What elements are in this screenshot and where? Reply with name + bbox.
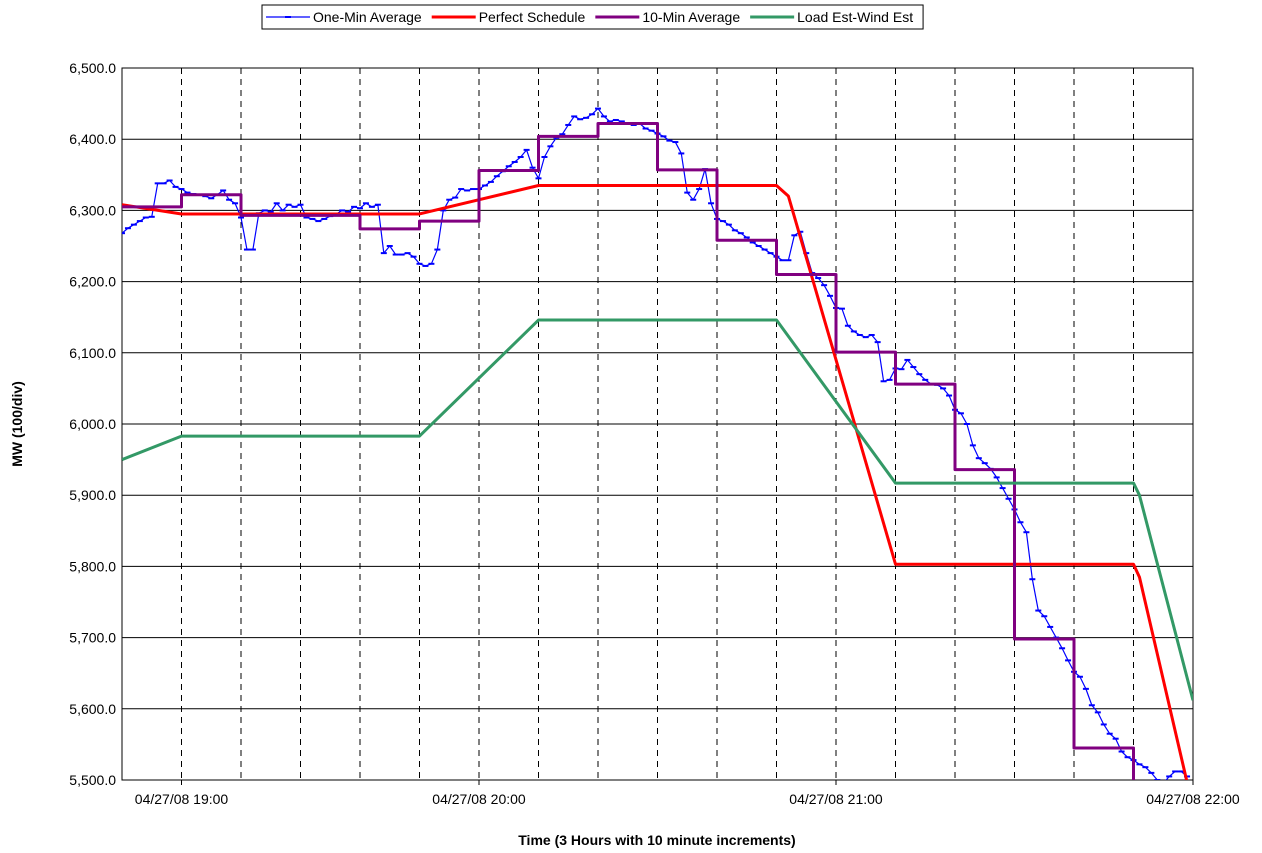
- y-tick-label: 6,500.0: [69, 60, 116, 76]
- y-tick-label: 5,600.0: [69, 701, 116, 717]
- legend-label: 10-Min Average: [642, 9, 740, 25]
- y-axis-label: MW (100/div): [9, 381, 25, 467]
- series-line: [122, 318, 1193, 701]
- y-tick-label: 6,300.0: [69, 202, 116, 218]
- y-tick-label: 5,500.0: [69, 772, 116, 788]
- x-tick-label: 04/27/08 20:00: [432, 791, 526, 807]
- plot-border: [121, 67, 1194, 781]
- x-tick-label: 04/27/08 21:00: [789, 791, 883, 807]
- x-tick-label: 04/27/08 22:00: [1146, 791, 1240, 807]
- x-axis-label: Time (3 Hours with 10 minute increments): [518, 832, 795, 848]
- y-tick-label: 5,900.0: [69, 487, 116, 503]
- legend-label: Perfect Schedule: [479, 9, 586, 25]
- y-tick-label: 6,200.0: [69, 274, 116, 290]
- y-tick-label: 6,000.0: [69, 416, 116, 432]
- y-tick-label: 5,800.0: [69, 558, 116, 574]
- legend-label: One-Min Average: [313, 9, 422, 25]
- legend: One-Min Average Perfect Schedule 10-Min Av…: [261, 4, 924, 30]
- y-tick-label: 6,100.0: [69, 345, 116, 361]
- series-line: [122, 122, 1135, 780]
- legend-label: Load Est-Wind Est: [797, 9, 913, 25]
- legend-box: [261, 4, 924, 30]
- series-layer: [122, 107, 1193, 780]
- x-tick-label: 04/27/08 19:00: [135, 791, 229, 807]
- y-tick-label: 6,400.0: [69, 131, 116, 147]
- y-tick-label: 5,700.0: [69, 630, 116, 646]
